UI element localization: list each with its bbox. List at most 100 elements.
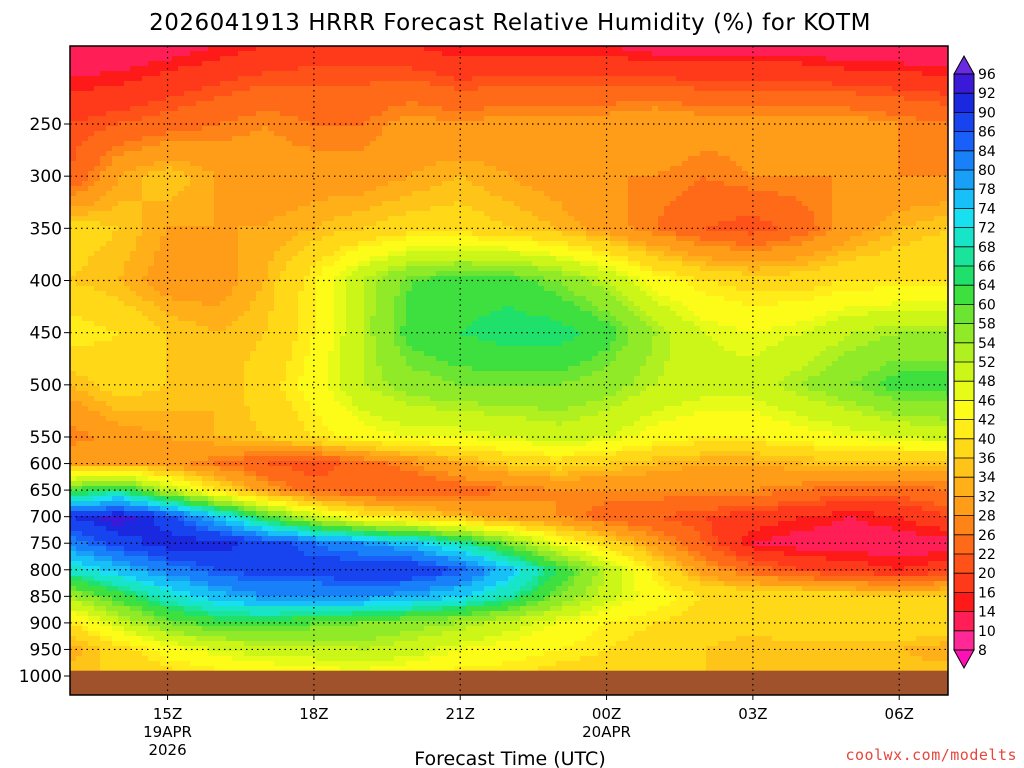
heatmap-cell xyxy=(196,211,203,217)
heatmap-cell xyxy=(172,101,179,107)
heatmap-cell xyxy=(922,121,929,127)
heatmap-cell xyxy=(160,106,167,112)
heatmap-cell xyxy=(472,191,479,197)
heatmap-cell xyxy=(142,166,149,172)
heatmap-cell xyxy=(766,141,773,147)
heatmap-cell xyxy=(910,181,917,187)
heatmap-cell xyxy=(118,191,125,197)
heatmap-cell xyxy=(484,61,491,67)
heatmap-cell xyxy=(196,141,203,147)
heatmap-cell xyxy=(220,211,227,217)
heatmap-cell xyxy=(130,191,137,197)
heatmap-cell xyxy=(670,121,677,127)
heatmap-cell xyxy=(772,181,779,187)
heatmap-cell xyxy=(454,76,461,82)
heatmap-cell xyxy=(370,56,377,62)
heatmap-cell xyxy=(784,166,791,172)
heatmap-cell xyxy=(664,81,671,87)
heatmap-cell xyxy=(316,126,323,132)
heatmap-cell xyxy=(736,141,743,147)
heatmap-cell xyxy=(178,141,185,147)
heatmap-cell xyxy=(520,111,527,117)
heatmap-cell xyxy=(598,141,605,147)
heatmap-cell xyxy=(244,66,251,72)
heatmap-cell xyxy=(310,76,317,82)
heatmap-cell xyxy=(532,136,539,142)
heatmap-cell xyxy=(652,161,659,167)
heatmap-cell xyxy=(514,61,521,67)
heatmap-cell xyxy=(160,51,167,57)
heatmap-cell xyxy=(106,71,113,77)
heatmap-cell xyxy=(946,196,948,202)
heatmap-cell xyxy=(598,181,605,187)
heatmap-cell xyxy=(154,56,161,62)
heatmap-cell xyxy=(946,136,948,142)
heatmap-cell xyxy=(712,186,719,192)
heatmap-cell xyxy=(190,121,197,127)
heatmap-cell xyxy=(184,161,191,167)
heatmap-cell xyxy=(682,76,689,82)
heatmap-cell xyxy=(160,181,167,187)
heatmap-cell xyxy=(496,51,503,57)
heatmap-cell xyxy=(124,146,131,152)
heatmap-cell xyxy=(748,161,755,167)
heatmap-cell xyxy=(568,46,575,52)
heatmap-cell xyxy=(70,176,77,182)
heatmap-cell xyxy=(256,131,263,137)
heatmap-cell xyxy=(262,46,269,52)
heatmap-cell xyxy=(922,106,929,112)
heatmap-cell xyxy=(850,166,857,172)
heatmap-cell xyxy=(910,161,917,167)
heatmap-cell xyxy=(664,91,671,97)
heatmap-cell xyxy=(712,56,719,62)
heatmap-cell xyxy=(784,126,791,132)
heatmap-cell xyxy=(526,211,533,217)
heatmap-cell xyxy=(232,106,239,112)
heatmap-cell xyxy=(502,91,509,97)
heatmap-cell xyxy=(112,206,119,212)
heatmap-cell xyxy=(340,116,347,122)
heatmap-cell xyxy=(730,161,737,167)
heatmap-cell xyxy=(370,176,377,182)
heatmap-cell xyxy=(274,146,281,152)
heatmap-cell xyxy=(406,71,413,77)
heatmap-cell xyxy=(238,91,245,97)
heatmap-cell xyxy=(94,206,101,212)
heatmap-cell xyxy=(772,71,779,77)
heatmap-cell xyxy=(562,76,569,82)
heatmap-cell xyxy=(304,176,311,182)
heatmap-cell xyxy=(118,106,125,112)
heatmap-cell xyxy=(352,181,359,187)
heatmap-cell xyxy=(790,121,797,127)
heatmap-cell xyxy=(742,196,749,202)
heatmap-cell xyxy=(562,181,569,187)
heatmap-cell xyxy=(520,91,527,97)
heatmap-cell xyxy=(454,196,461,202)
heatmap-cell xyxy=(670,131,677,137)
heatmap-cell xyxy=(934,131,941,137)
heatmap-cell xyxy=(772,141,779,147)
heatmap-cell xyxy=(376,141,383,147)
heatmap-cell xyxy=(250,161,257,167)
heatmap-cell xyxy=(898,91,905,97)
heatmap-cell xyxy=(244,171,251,177)
heatmap-cell xyxy=(286,76,293,82)
heatmap-cell xyxy=(628,46,635,52)
heatmap-cell xyxy=(724,196,731,202)
heatmap-cell xyxy=(694,91,701,97)
heatmap-cell xyxy=(370,191,377,197)
heatmap-cell xyxy=(100,206,107,212)
heatmap-cell xyxy=(868,56,875,62)
heatmap-cell xyxy=(334,151,341,157)
heatmap-cell xyxy=(610,186,617,192)
heatmap-cell xyxy=(394,46,401,52)
heatmap-cell xyxy=(466,101,473,107)
heatmap-cell xyxy=(652,181,659,187)
heatmap-cell xyxy=(502,191,509,197)
heatmap-cell xyxy=(628,201,635,207)
heatmap-cell xyxy=(280,176,287,182)
heatmap-cell xyxy=(112,61,119,67)
heatmap-cell xyxy=(226,146,233,152)
heatmap-cell xyxy=(862,151,869,157)
heatmap-cell xyxy=(274,111,281,117)
